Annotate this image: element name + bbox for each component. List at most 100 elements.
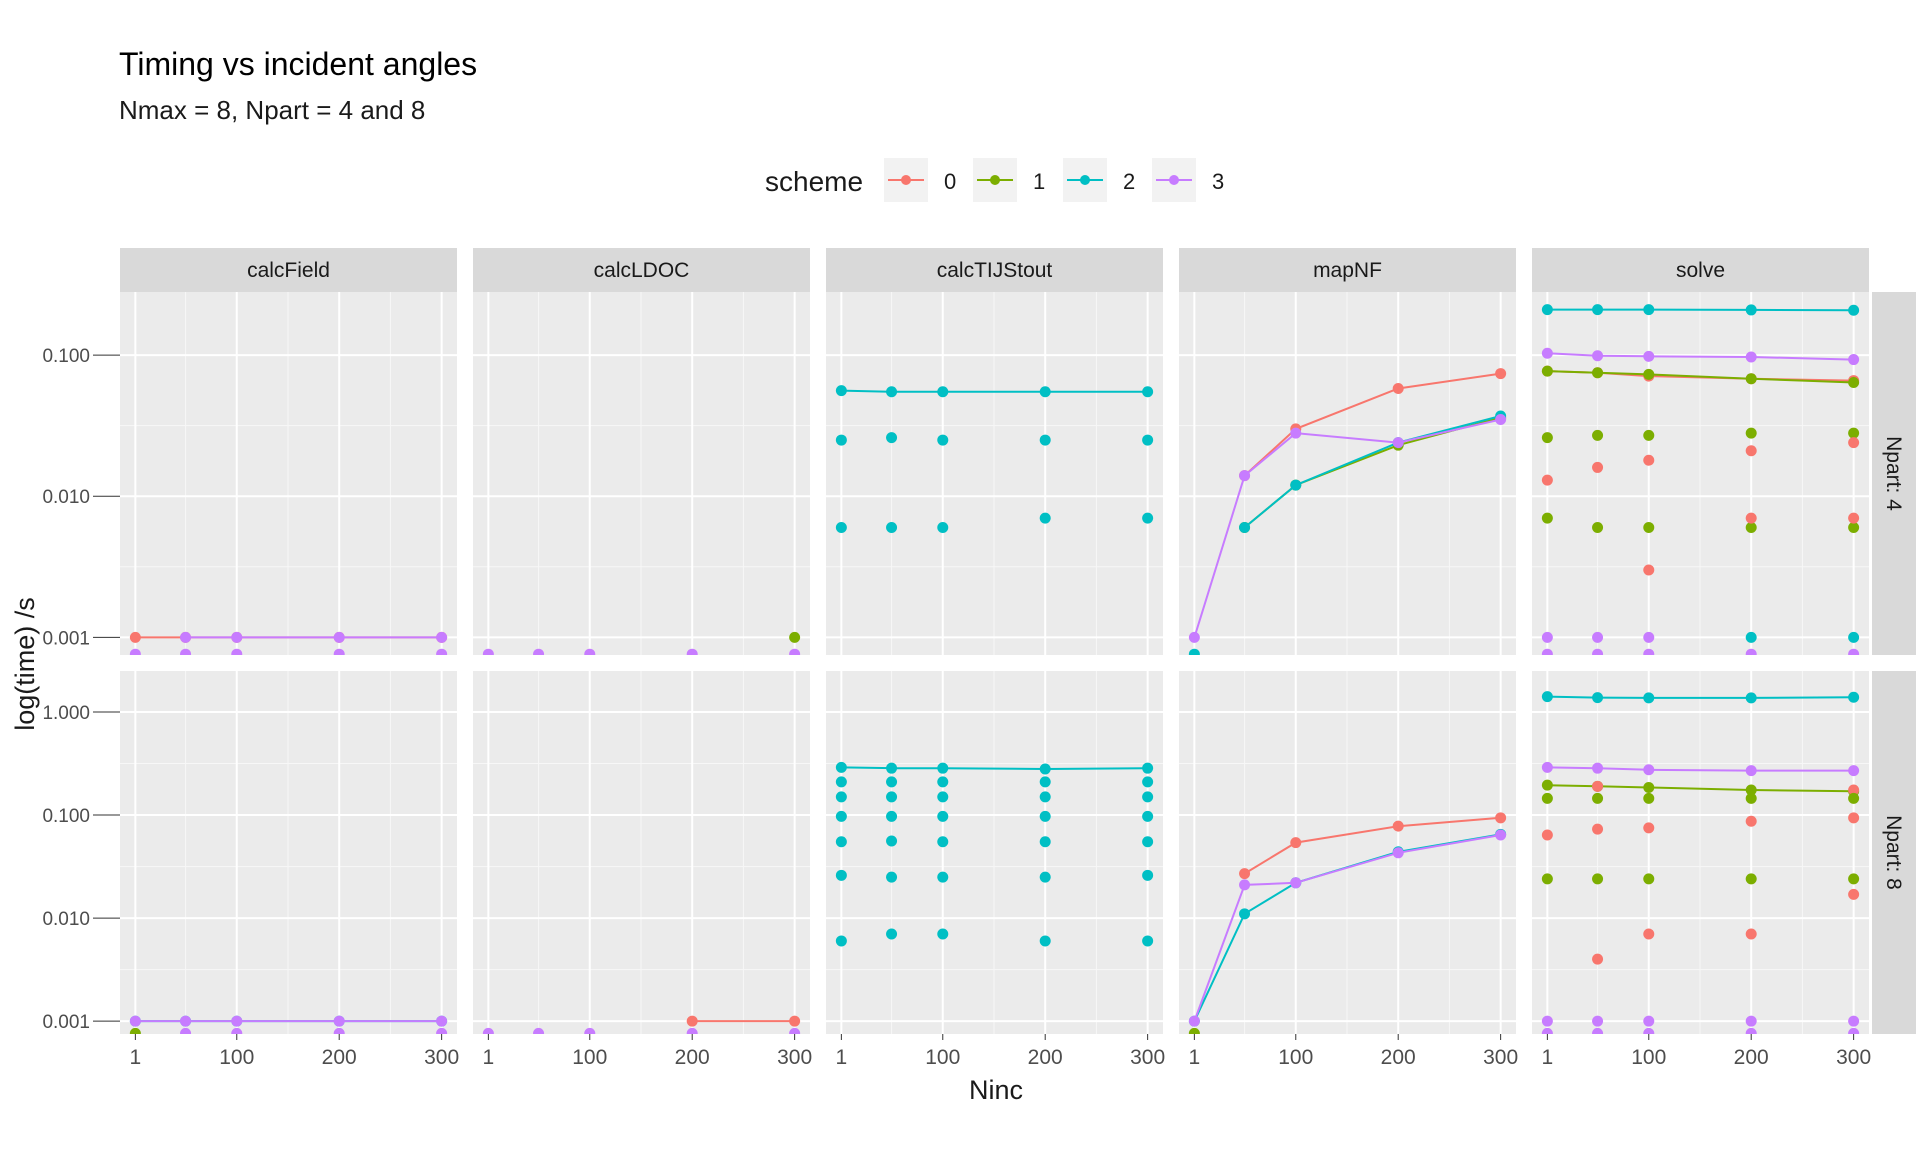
x-tick-label: 1 (1189, 1046, 1201, 1069)
x-tick-label: 300 (777, 1046, 812, 1069)
data-point-scheme-3 (1745, 648, 1757, 655)
legend-key-point (901, 175, 911, 185)
data-point-scheme-3 (1188, 631, 1200, 643)
facet-row-strip (1872, 292, 1916, 655)
data-point-scheme-1 (1592, 522, 1604, 534)
data-point-scheme-1 (1848, 376, 1860, 388)
data-point-scheme-2 (1848, 691, 1860, 703)
data-point-scheme-2 (1142, 386, 1154, 398)
panel-data (129, 1015, 448, 1034)
y-tick-label: 0.001 (42, 628, 90, 649)
data-point-scheme-2 (1039, 871, 1051, 883)
data-point-scheme-1 (1848, 427, 1860, 439)
data-point-scheme-3 (1239, 470, 1251, 482)
panel-background (473, 292, 810, 655)
facet-strip-label: calcField (247, 259, 330, 282)
data-point-scheme-3 (1541, 1027, 1553, 1034)
data-point-scheme-1 (1592, 367, 1604, 379)
data-point-scheme-2 (1592, 304, 1604, 316)
data-point-scheme-1 (1848, 873, 1860, 885)
data-point-scheme-3 (180, 1027, 192, 1034)
data-point-scheme-0 (1848, 784, 1860, 796)
data-point-scheme-1 (1745, 784, 1757, 796)
data-point-scheme-3 (584, 648, 596, 655)
data-point-scheme-3 (686, 1027, 698, 1034)
x-tick-label: 200 (322, 1046, 357, 1069)
facet-strip-calcTIJStout (826, 248, 1163, 292)
data-point-scheme-1 (1745, 373, 1757, 385)
facet-strip-label: calcLDOC (594, 259, 690, 282)
data-point-scheme-3 (1592, 631, 1604, 643)
data-point-scheme-1 (1643, 792, 1655, 804)
x-tick-label: 100 (1278, 1046, 1313, 1069)
data-point-scheme-2 (886, 522, 898, 534)
data-point-scheme-2 (1039, 776, 1051, 788)
legend-item-scheme-0: 0 (884, 158, 956, 202)
data-point-scheme-3 (1541, 1015, 1553, 1027)
legend-key-point (990, 175, 1000, 185)
panel-data (1541, 691, 1860, 1034)
data-point-scheme-0 (1848, 512, 1860, 524)
x-tick-label: 300 (1483, 1046, 1518, 1069)
data-point-scheme-2 (937, 776, 949, 788)
data-point-scheme-0 (1745, 815, 1757, 827)
y-tick-label: 0.100 (42, 806, 90, 827)
legend-label: 0 (944, 169, 956, 194)
panel-mapNF-row1 (1179, 292, 1516, 655)
facet-strip-label: solve (1676, 259, 1725, 282)
facet-strip-calcField (120, 248, 457, 292)
data-point-scheme-2 (1039, 434, 1051, 446)
panel-data (1188, 812, 1507, 1034)
chart-title: Timing vs incident angles (119, 46, 478, 82)
panel-data (129, 631, 448, 655)
data-point-scheme-3 (1643, 1027, 1655, 1034)
facet-strip-solve (1532, 248, 1869, 292)
data-point-scheme-1 (1848, 792, 1860, 804)
facet-row-strip-label: Npart: 8 (1882, 815, 1905, 890)
data-point-scheme-2 (1142, 434, 1154, 446)
data-point-scheme-3 (789, 1027, 801, 1034)
data-point-scheme-3 (1592, 1015, 1604, 1027)
data-point-scheme-3 (129, 1015, 141, 1027)
data-point-scheme-3 (129, 648, 141, 655)
data-point-scheme-2 (1643, 304, 1655, 316)
data-point-scheme-2 (886, 432, 898, 444)
y-tick-label: 0.010 (42, 909, 90, 930)
data-point-scheme-2 (1142, 810, 1154, 822)
x-tick-label: 100 (219, 1046, 254, 1069)
panel-data (482, 631, 801, 655)
legend-label: 1 (1033, 169, 1045, 194)
data-point-scheme-2 (1239, 908, 1251, 920)
data-point-scheme-2 (886, 386, 898, 398)
data-point-scheme-2 (937, 791, 949, 803)
x-tick-label: 300 (1836, 1046, 1871, 1069)
data-point-scheme-0 (1541, 474, 1553, 486)
data-point-scheme-1 (1643, 782, 1655, 794)
legend-key-point (1169, 175, 1179, 185)
data-point-scheme-3 (333, 1015, 345, 1027)
data-point-scheme-2 (1039, 791, 1051, 803)
y-tick-label: 0.100 (42, 346, 90, 367)
data-point-scheme-2 (886, 835, 898, 847)
data-point-scheme-1 (1643, 429, 1655, 441)
x-tick-label: 300 (1130, 1046, 1165, 1069)
data-point-scheme-3 (333, 1027, 345, 1034)
data-point-scheme-3 (1592, 1027, 1604, 1034)
data-point-scheme-2 (1541, 691, 1553, 703)
panel-background (1179, 292, 1516, 655)
data-point-scheme-2 (937, 928, 949, 940)
data-point-scheme-3 (1541, 347, 1553, 359)
data-point-scheme-0 (1495, 812, 1507, 824)
data-point-scheme-2 (835, 836, 847, 848)
facet-row-strip-label: Npart: 4 (1882, 436, 1905, 511)
data-point-scheme-2 (1039, 836, 1051, 848)
legend-item-scheme-3: 3 (1152, 158, 1224, 202)
data-point-scheme-1 (129, 1027, 141, 1034)
data-point-scheme-2 (1745, 631, 1757, 643)
x-tick-label: 300 (424, 1046, 459, 1069)
data-point-scheme-3 (436, 1027, 448, 1034)
data-point-scheme-2 (1142, 512, 1154, 524)
data-point-scheme-1 (1745, 873, 1757, 885)
data-point-scheme-1 (1592, 429, 1604, 441)
panel-calcTIJStout-row1 (826, 292, 1163, 655)
